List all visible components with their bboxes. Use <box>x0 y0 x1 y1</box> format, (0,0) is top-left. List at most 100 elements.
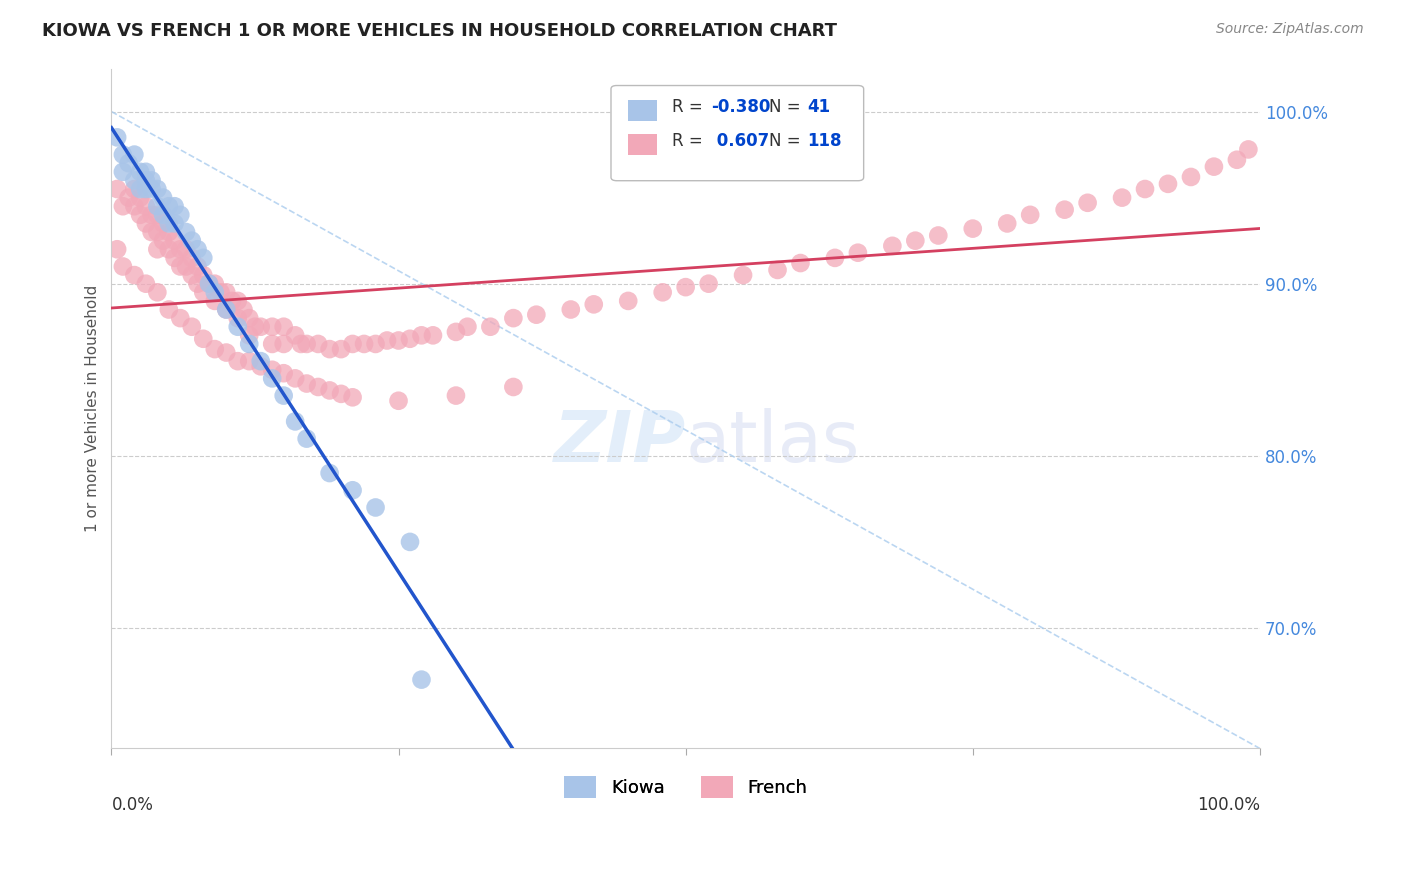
Point <box>273 366 295 380</box>
Point <box>215 285 238 300</box>
Point <box>651 285 673 300</box>
Point <box>284 414 307 428</box>
Point <box>129 191 152 205</box>
Point <box>129 208 152 222</box>
Point <box>262 319 284 334</box>
Point <box>249 319 271 334</box>
Text: N =: N = <box>769 132 807 150</box>
Point <box>675 280 697 294</box>
Point <box>238 311 260 326</box>
Point <box>262 337 284 351</box>
Point <box>364 500 387 515</box>
Text: KIOWA VS FRENCH 1 OR MORE VEHICLES IN HOUSEHOLD CORRELATION CHART: KIOWA VS FRENCH 1 OR MORE VEHICLES IN HO… <box>42 22 837 40</box>
Point <box>204 277 226 291</box>
Point <box>502 311 524 326</box>
Text: -0.380: -0.380 <box>711 98 770 116</box>
Text: R =: R = <box>672 98 707 116</box>
Point <box>111 260 134 274</box>
Point <box>111 199 134 213</box>
Point <box>215 302 238 317</box>
Point <box>141 173 163 187</box>
Text: 41: 41 <box>807 98 831 116</box>
Point <box>342 390 364 404</box>
Point <box>141 182 163 196</box>
Point <box>846 245 869 260</box>
Point <box>243 319 266 334</box>
Point <box>152 217 174 231</box>
Point <box>318 466 340 480</box>
Point <box>198 277 221 291</box>
Point <box>169 242 191 256</box>
Point <box>215 302 238 317</box>
Point <box>135 277 157 291</box>
Point <box>249 354 271 368</box>
Point <box>232 302 254 317</box>
Point <box>617 293 640 308</box>
Point <box>560 302 582 317</box>
Point <box>117 156 139 170</box>
FancyBboxPatch shape <box>628 135 657 155</box>
Point <box>124 147 146 161</box>
Point <box>307 337 329 351</box>
Point <box>146 242 169 256</box>
Point <box>198 277 221 291</box>
Point <box>766 263 789 277</box>
Point <box>249 359 271 374</box>
Point <box>262 371 284 385</box>
Point <box>146 208 169 222</box>
Point <box>1133 182 1156 196</box>
Point <box>238 337 260 351</box>
Point <box>204 285 226 300</box>
Point <box>1157 177 1180 191</box>
Point <box>105 182 128 196</box>
Point <box>157 199 180 213</box>
Point <box>174 260 197 274</box>
Point <box>117 191 139 205</box>
Point <box>995 217 1018 231</box>
Point <box>353 337 375 351</box>
Point <box>295 376 318 391</box>
Point <box>295 432 318 446</box>
Point <box>141 225 163 239</box>
Point <box>146 285 169 300</box>
Point <box>135 217 157 231</box>
Point <box>215 345 238 359</box>
Text: 100.0%: 100.0% <box>1197 796 1260 814</box>
Point <box>209 285 232 300</box>
Point <box>204 293 226 308</box>
Point <box>731 268 754 282</box>
Point <box>1202 160 1225 174</box>
Point <box>342 337 364 351</box>
Point <box>111 147 134 161</box>
Point <box>204 342 226 356</box>
Point <box>124 173 146 187</box>
Point <box>180 234 202 248</box>
Point <box>238 354 260 368</box>
Text: 0.607: 0.607 <box>711 132 769 150</box>
Point <box>273 388 295 402</box>
Point <box>789 256 811 270</box>
Point <box>226 319 249 334</box>
Point <box>124 268 146 282</box>
Point <box>157 225 180 239</box>
Point <box>479 319 502 334</box>
Point <box>399 332 422 346</box>
Point <box>146 182 169 196</box>
Text: N =: N = <box>769 98 807 116</box>
Point <box>226 293 249 308</box>
Text: 118: 118 <box>807 132 842 150</box>
Point <box>927 228 949 243</box>
Point <box>135 173 157 187</box>
Point <box>221 293 243 308</box>
Point <box>187 242 209 256</box>
Point <box>152 234 174 248</box>
Point <box>697 277 720 291</box>
Point <box>180 319 202 334</box>
Point <box>824 251 846 265</box>
Point <box>1237 143 1260 157</box>
Point <box>124 199 146 213</box>
Point <box>129 165 152 179</box>
Y-axis label: 1 or more Vehicles in Household: 1 or more Vehicles in Household <box>86 285 100 533</box>
Point <box>444 388 467 402</box>
Point <box>284 328 307 343</box>
